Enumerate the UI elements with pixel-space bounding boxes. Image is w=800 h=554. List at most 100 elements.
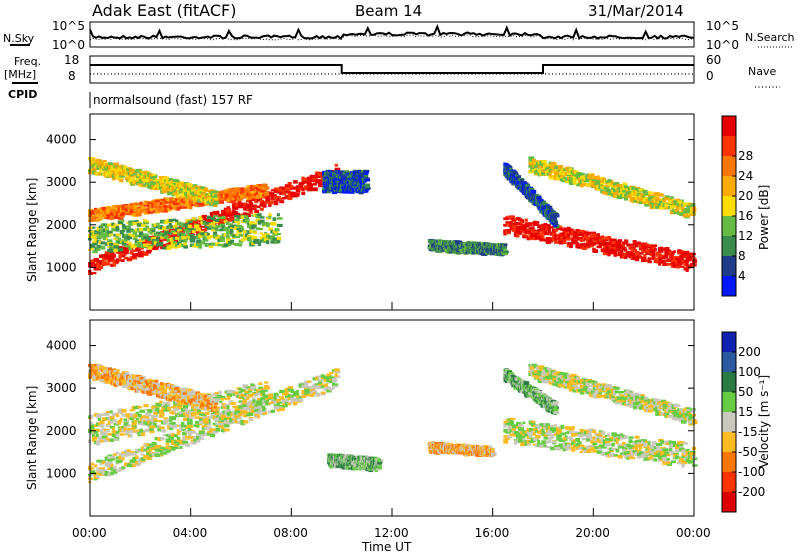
noise-panel-frame (89, 21, 695, 48)
data-cell (225, 238, 232, 242)
data-cell (115, 469, 121, 472)
data-cell (166, 218, 171, 223)
data-cell (602, 248, 609, 252)
data-cell (226, 218, 232, 222)
data-cell (173, 206, 177, 210)
data-cell (218, 213, 224, 218)
data-cell (246, 196, 250, 201)
data-cell (520, 230, 524, 233)
data-cell (133, 202, 139, 206)
data-cell (554, 229, 558, 232)
data-cell (198, 242, 203, 246)
data-cell (558, 225, 563, 228)
data-cell (200, 230, 205, 234)
data-cell (679, 212, 685, 216)
data-cell (579, 243, 583, 247)
data-cell (234, 242, 239, 246)
data-cell (276, 213, 280, 217)
data-cell (213, 215, 219, 218)
data-cell (143, 227, 148, 231)
data-cell (158, 241, 164, 245)
data-cell (96, 265, 102, 269)
data-cell (572, 169, 576, 174)
data-cell (312, 183, 317, 186)
data-cell (513, 171, 518, 175)
data-cell (136, 168, 142, 172)
data-cell (301, 187, 305, 191)
data-cell (613, 253, 617, 257)
data-cell (112, 262, 116, 267)
data-cell (92, 168, 97, 171)
data-cell (255, 238, 260, 243)
data-cell (258, 195, 262, 198)
data-cell (340, 171, 345, 175)
data-cell (524, 218, 528, 222)
data-cell (124, 177, 131, 180)
data-cell (548, 172, 552, 177)
data-cell (100, 245, 106, 250)
data-cell (112, 259, 119, 262)
data-cell (117, 165, 124, 168)
data-cell (254, 186, 259, 189)
data-cell (149, 227, 156, 231)
data-cell (673, 203, 678, 206)
data-cell (503, 231, 507, 236)
data-cell (605, 182, 612, 185)
data-cell (90, 247, 94, 250)
data-cell (255, 215, 260, 219)
data-cell (160, 245, 164, 250)
data-cell (109, 242, 115, 246)
data-cell (432, 243, 436, 247)
data-cell (188, 200, 193, 205)
data-cell (248, 208, 253, 212)
data-cell (565, 167, 571, 170)
data-cell (681, 250, 685, 253)
data-cell (590, 241, 595, 245)
data-cell (187, 228, 193, 232)
data-cell (261, 222, 266, 227)
data-cell (251, 198, 256, 201)
data-cell (602, 251, 609, 256)
data-cell (213, 200, 220, 205)
data-cell (230, 239, 235, 243)
data-cell (557, 168, 562, 172)
data-cell (192, 194, 199, 197)
data-cell (226, 206, 231, 209)
data-cell (577, 234, 581, 237)
data-cell (649, 248, 656, 253)
data-cell (553, 221, 559, 225)
data-cell (126, 463, 132, 467)
data-cell (154, 246, 159, 250)
data-cell (522, 230, 527, 234)
data-cell (136, 221, 142, 225)
data-cell (561, 179, 566, 183)
data-cell (101, 257, 107, 261)
data-cell (234, 203, 240, 207)
data-cell (95, 218, 100, 222)
data-cell (270, 200, 276, 203)
noise-left-tick-top: 10^5 (52, 19, 85, 33)
data-cell (594, 188, 598, 191)
data-cell (581, 246, 588, 250)
data-cell (118, 250, 123, 255)
data-cell (248, 200, 253, 204)
data-cell (592, 177, 599, 181)
data-cell (242, 236, 247, 241)
data-cell (568, 179, 572, 183)
data-cell (155, 199, 161, 203)
data-cell (689, 253, 695, 257)
data-cell (136, 227, 141, 232)
data-cell (179, 243, 183, 246)
data-cell (349, 190, 355, 194)
data-cell (198, 245, 203, 249)
data-cell (287, 182, 292, 185)
data-cell (218, 198, 223, 201)
data-cell (511, 224, 518, 228)
data-cell (96, 262, 102, 266)
data-cell (279, 200, 285, 204)
data-cell (251, 206, 257, 211)
data-cell (683, 260, 690, 263)
data-cell (613, 191, 619, 195)
data-cell (664, 252, 668, 257)
data-cell (171, 183, 176, 186)
